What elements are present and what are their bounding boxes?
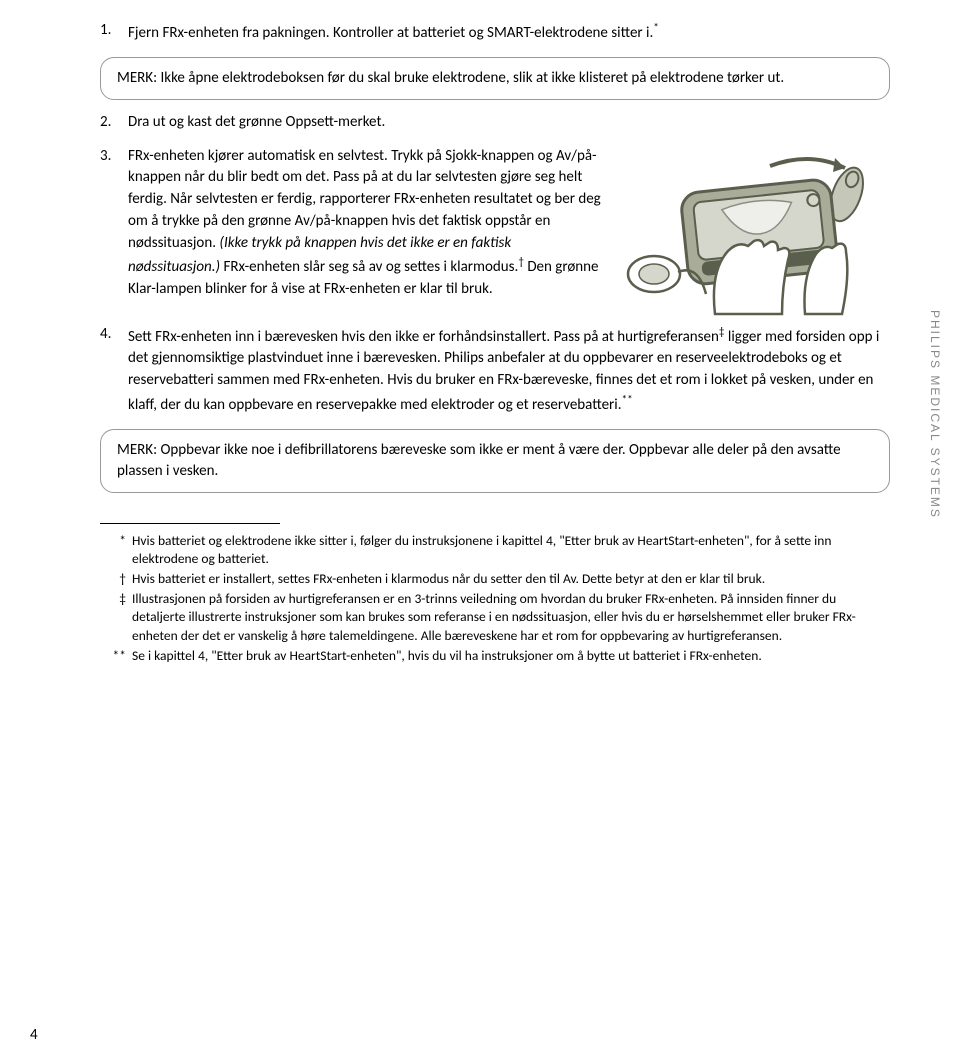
step-4-footnote-ref-2: **	[622, 393, 633, 407]
footnote-1-symbol: *	[100, 532, 132, 568]
footnote-4-text: Se i kapittel 4, "Etter bruk av HeartSta…	[132, 647, 890, 665]
note-1-text: MERK: Ikke åpne elektrodeboksen før du s…	[117, 69, 784, 87]
footnotes: * Hvis batteriet og elektrodene ikke sit…	[100, 532, 890, 666]
footnote-2-symbol: †	[100, 570, 132, 588]
side-brand-label: PHILIPS MEDICAL SYSTEMS	[928, 310, 942, 519]
footnote-1-text: Hvis batteriet og elektrodene ikke sitte…	[132, 532, 890, 568]
page-number: 4	[30, 1026, 38, 1044]
footnote-4: ** Se i kapittel 4, "Etter bruk av Heart…	[100, 647, 890, 665]
device-illustration	[620, 146, 890, 316]
step-2-text: Dra ut og kast det grønne Oppsett-merket…	[128, 113, 385, 131]
footnote-2-text: Hvis batteriet er installert, settes FRx…	[132, 570, 890, 588]
footnote-3: ‡ Illustrasjonen på forsiden av hurtigre…	[100, 590, 890, 645]
step-4: Sett FRx-enheten inn i bærevesken hvis d…	[100, 324, 890, 417]
note-2: MERK: Oppbevar ikke noe i defibrillatore…	[100, 429, 890, 493]
footnote-1: * Hvis batteriet og elektrodene ikke sit…	[100, 532, 890, 568]
note-2-text: MERK: Oppbevar ikke noe i defibrillatore…	[117, 441, 841, 480]
step-4-text-a: Sett FRx-enheten inn i bærevesken hvis d…	[128, 328, 719, 346]
note-1: MERK: Ikke åpne elektrodeboksen før du s…	[100, 57, 890, 100]
step-1-footnote-ref: *	[653, 21, 659, 35]
footnote-4-symbol: **	[100, 647, 132, 665]
step-3-text-b: FRx-enheten slår seg så av og settes i k…	[220, 258, 518, 276]
footnote-3-symbol: ‡	[100, 590, 132, 645]
step-1-text: Fjern FRx-enheten fra pakningen. Kontrol…	[128, 24, 653, 42]
step-2: Dra ut og kast det grønne Oppsett-merket…	[100, 112, 890, 134]
step-3: FRx-enheten kjører automatisk en selvtes…	[100, 146, 890, 301]
footnote-2: † Hvis batteriet er installert, settes F…	[100, 570, 890, 588]
footnote-separator	[100, 523, 280, 524]
step-1: Fjern FRx-enheten fra pakningen. Kontrol…	[100, 20, 890, 45]
footnote-3-text: Illustrasjonen på forsiden av hurtigrefe…	[132, 590, 890, 645]
